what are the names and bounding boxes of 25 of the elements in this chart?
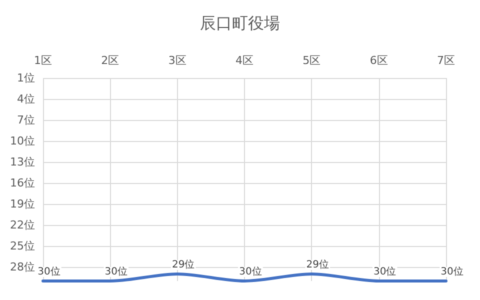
y-tick-label: 25位	[10, 240, 35, 252]
x-tick-label: 2区	[101, 54, 120, 67]
x-tick-label: 6区	[370, 54, 388, 67]
y-tick-label: 28位	[10, 260, 35, 274]
chart-title: 辰口町役場	[200, 14, 280, 32]
x-tick-label: 5区	[302, 54, 321, 67]
y-tick-label: 19位	[10, 198, 35, 210]
y-tick-label: 22位	[10, 218, 35, 232]
data-label: 29位	[306, 258, 330, 270]
data-label: 29位	[172, 258, 195, 270]
y-tick-label: 10位	[10, 134, 35, 148]
data-label: 30位	[104, 266, 128, 278]
x-tick-label: 1区	[34, 54, 52, 67]
y-tick-label: 13位	[10, 156, 35, 168]
x-tick-label: 4区	[236, 54, 254, 67]
data-label: 30位	[440, 266, 464, 278]
x-tick-label: 3区	[168, 54, 186, 67]
x-tick-label: 7区	[437, 54, 455, 67]
data-label: 30位	[373, 266, 396, 278]
y-tick-label: 16位	[10, 176, 35, 190]
data-label: 30位	[38, 266, 60, 278]
y-tick-label: 4位	[17, 92, 35, 106]
y-tick-label: 1位	[17, 72, 35, 84]
y-tick-label: 7位	[17, 114, 35, 126]
data-label: 30位	[239, 266, 262, 278]
